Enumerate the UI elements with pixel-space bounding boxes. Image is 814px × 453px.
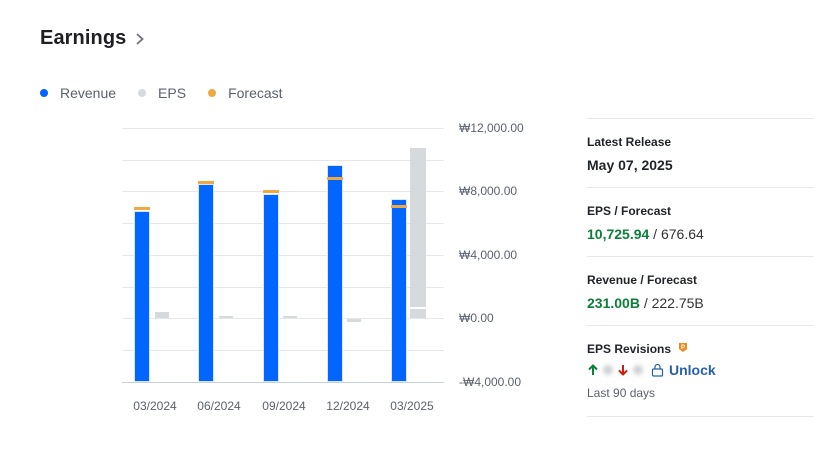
- forecast-dot-icon: [208, 89, 217, 97]
- blurred-down-count: [633, 365, 643, 375]
- revenue-actual-value: 231.00B: [587, 295, 640, 311]
- revenue-forecast-marker: [263, 190, 279, 193]
- x-label: 12/2024: [326, 399, 370, 413]
- revenue-forecast-marker: [198, 181, 214, 184]
- eps-forecast-bar-03-2025[interactable]: [410, 309, 426, 318]
- revisions-period: Last 90 days: [587, 386, 656, 400]
- latest-release-label: Latest Release: [587, 135, 672, 149]
- latest-release-section: Latest Release May 07, 2025: [587, 118, 814, 187]
- y-right-tick: ₩12,000.00: [459, 121, 524, 135]
- chart-legend: Revenue EPS Forecast: [40, 85, 305, 101]
- x-label: 03/2025: [390, 399, 434, 413]
- x-label: 03/2024: [133, 399, 177, 413]
- revenue-bar-12-2024[interactable]: [327, 165, 343, 382]
- eps-actual-value: 10,725.94: [587, 226, 650, 242]
- revenue-dot-icon: [40, 89, 48, 97]
- legend-label: Revenue: [60, 85, 117, 101]
- x-axis-line: [122, 382, 444, 383]
- legend-label: EPS: [158, 85, 187, 101]
- revenue-forecast-value: 222.75B: [651, 295, 704, 311]
- revenue-bar-03-2024[interactable]: [134, 211, 150, 382]
- blurred-up-count: [603, 365, 613, 375]
- separator: /: [639, 295, 652, 311]
- eps-revisions-section: EPS Revisions P Unlock Last 90 days: [587, 325, 814, 417]
- y-right-tick: -₩4,000.00: [459, 375, 522, 389]
- earnings-header-link[interactable]: Earnings: [40, 27, 146, 50]
- lock-icon: [651, 363, 664, 377]
- eps-bar-12-2024[interactable]: [347, 319, 361, 322]
- gridline: [122, 255, 444, 256]
- unlock-link[interactable]: Unlock: [669, 362, 716, 378]
- revenue-bar-03-2025[interactable]: [391, 199, 407, 382]
- y-right-tick: ₩0.00: [459, 311, 494, 325]
- pro-badge-icon: P: [679, 343, 688, 352]
- legend-item-revenue[interactable]: Revenue: [40, 85, 116, 101]
- revenue-forecast-marker: [327, 177, 343, 180]
- legend-item-forecast[interactable]: Forecast: [208, 85, 283, 101]
- gridline: [122, 318, 444, 319]
- svg-text:P: P: [681, 345, 685, 351]
- eps-bar-09-2024[interactable]: [283, 316, 297, 318]
- eps-bar-03-2025[interactable]: [410, 148, 426, 307]
- chevron-right-icon: [136, 32, 145, 45]
- legend-item-eps[interactable]: EPS: [138, 85, 186, 101]
- gridline: [122, 160, 444, 161]
- eps-forecast-section: EPS / Forecast 10,725.94 / 676.64: [587, 187, 814, 256]
- latest-release-value: May 07, 2025: [587, 157, 673, 173]
- earnings-summary-panel: Latest Release May 07, 2025 EPS / Foreca…: [587, 118, 814, 417]
- revenue-bar-09-2024[interactable]: [263, 194, 279, 382]
- y-right-tick: ₩8,000.00: [459, 184, 518, 198]
- earnings-chart: ₩320.00B ₩280.00B ₩240.00B ₩200.00B ₩160…: [122, 121, 524, 413]
- revenue-forecast-marker: [134, 207, 150, 210]
- eps-bar-03-2024[interactable]: [155, 312, 169, 318]
- revenue-forecast-label: Revenue / Forecast: [587, 273, 698, 287]
- page-title: Earnings: [40, 27, 127, 49]
- gridline: [122, 128, 444, 129]
- arrow-up-icon: [588, 364, 598, 375]
- revenue-forecast-marker: [391, 205, 407, 208]
- separator: /: [649, 226, 661, 242]
- x-label: 06/2024: [197, 399, 241, 413]
- gridline: [122, 350, 444, 351]
- x-label: 09/2024: [262, 399, 306, 413]
- gridline: [122, 287, 444, 288]
- eps-revisions-label: EPS Revisions: [587, 342, 672, 356]
- eps-bar-06-2024[interactable]: [219, 316, 233, 318]
- revenue-forecast-section: Revenue / Forecast 231.00B / 222.75B: [587, 256, 814, 325]
- arrow-down-icon: [618, 365, 628, 376]
- gridline: [122, 223, 444, 224]
- y-right-tick: ₩4,000.00: [459, 248, 518, 262]
- eps-forecast-label: EPS / Forecast: [587, 204, 672, 218]
- legend-label: Forecast: [228, 85, 283, 101]
- gridline: [122, 191, 444, 192]
- eps-dot-icon: [138, 89, 147, 97]
- eps-forecast-value: 676.64: [660, 226, 704, 242]
- revenue-bar-06-2024[interactable]: [198, 184, 214, 382]
